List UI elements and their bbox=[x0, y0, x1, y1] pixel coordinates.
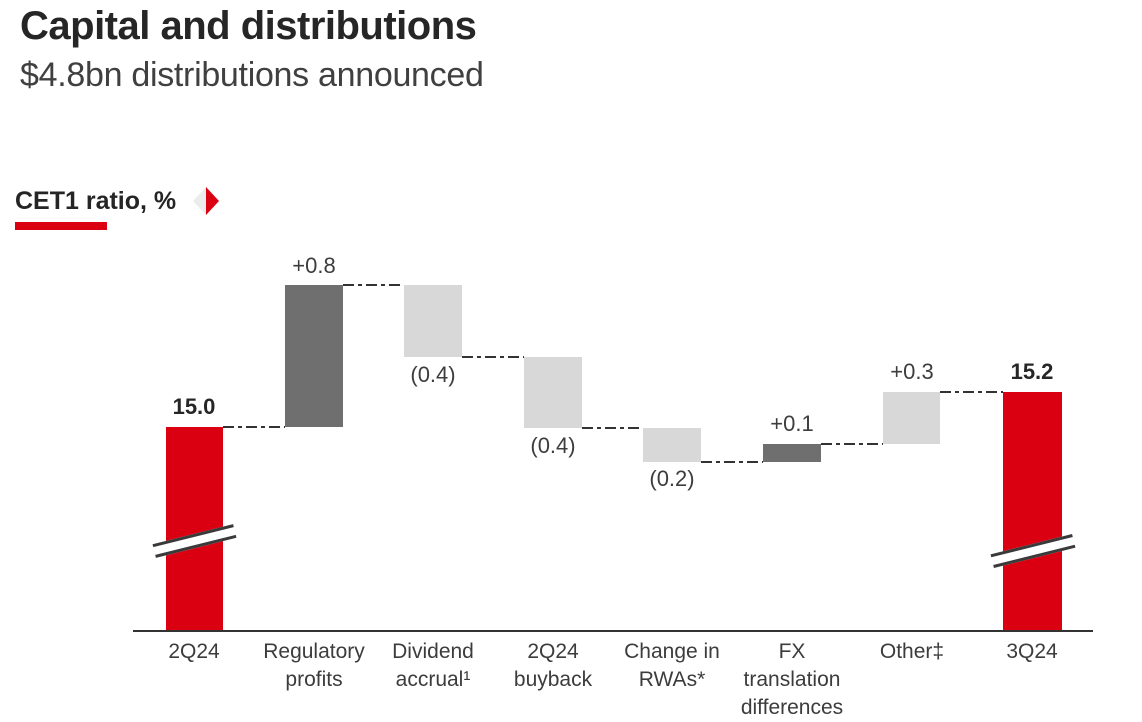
category-label-change-in-rwas: Change in RWAs* bbox=[624, 640, 720, 691]
x-axis-line bbox=[133, 630, 1093, 632]
value-label-change-in-rwas: (0.2) bbox=[649, 466, 695, 491]
connector-line bbox=[343, 284, 404, 286]
value-label-dividend-accrual: (0.4) bbox=[410, 362, 456, 387]
connector-line bbox=[701, 461, 763, 463]
bar-3q24 bbox=[1003, 392, 1062, 632]
connector-line bbox=[940, 391, 1003, 393]
category-label-regulatory-profits: Regulatory profits bbox=[263, 640, 365, 691]
bar-change-in-rwas bbox=[643, 428, 701, 462]
chart-kicker: CET1 ratio, % bbox=[15, 186, 220, 216]
value-label-fx-translation: +0.1 bbox=[770, 411, 814, 436]
category-label-3q24: 3Q24 bbox=[1006, 640, 1058, 663]
bar-regulatory-profits bbox=[285, 285, 343, 427]
category-label-2q24: 2Q24 bbox=[168, 640, 220, 663]
category-label-dividend-accrual: Dividend accrual¹ bbox=[392, 640, 474, 691]
value-label-2q24-buyback: (0.4) bbox=[530, 433, 576, 458]
bar-fx-translation bbox=[763, 444, 821, 462]
connector-line bbox=[462, 356, 524, 358]
category-label-2q24-buyback: 2Q24 buyback bbox=[513, 640, 593, 691]
value-label-2q24: 15.0 bbox=[172, 394, 216, 419]
bar-other bbox=[883, 392, 940, 444]
connector-line bbox=[821, 443, 883, 445]
connector-line bbox=[223, 426, 285, 428]
connector-line bbox=[582, 427, 643, 429]
value-label-regulatory-profits: +0.8 bbox=[292, 253, 336, 278]
value-label-3q24: 15.2 bbox=[1010, 359, 1054, 384]
value-label-other: +0.3 bbox=[890, 359, 934, 384]
category-label-other: Other‡ bbox=[879, 640, 945, 663]
diamond-marker-icon bbox=[192, 186, 220, 216]
page-title: Capital and distributions bbox=[20, 4, 477, 48]
chart-kicker-label: CET1 ratio, % bbox=[15, 186, 177, 215]
page-subtitle: $4.8bn distributions announced bbox=[20, 56, 484, 94]
kicker-underline bbox=[15, 222, 107, 230]
bar-dividend-accrual bbox=[404, 285, 462, 357]
bar-2q24-buyback bbox=[524, 357, 582, 428]
